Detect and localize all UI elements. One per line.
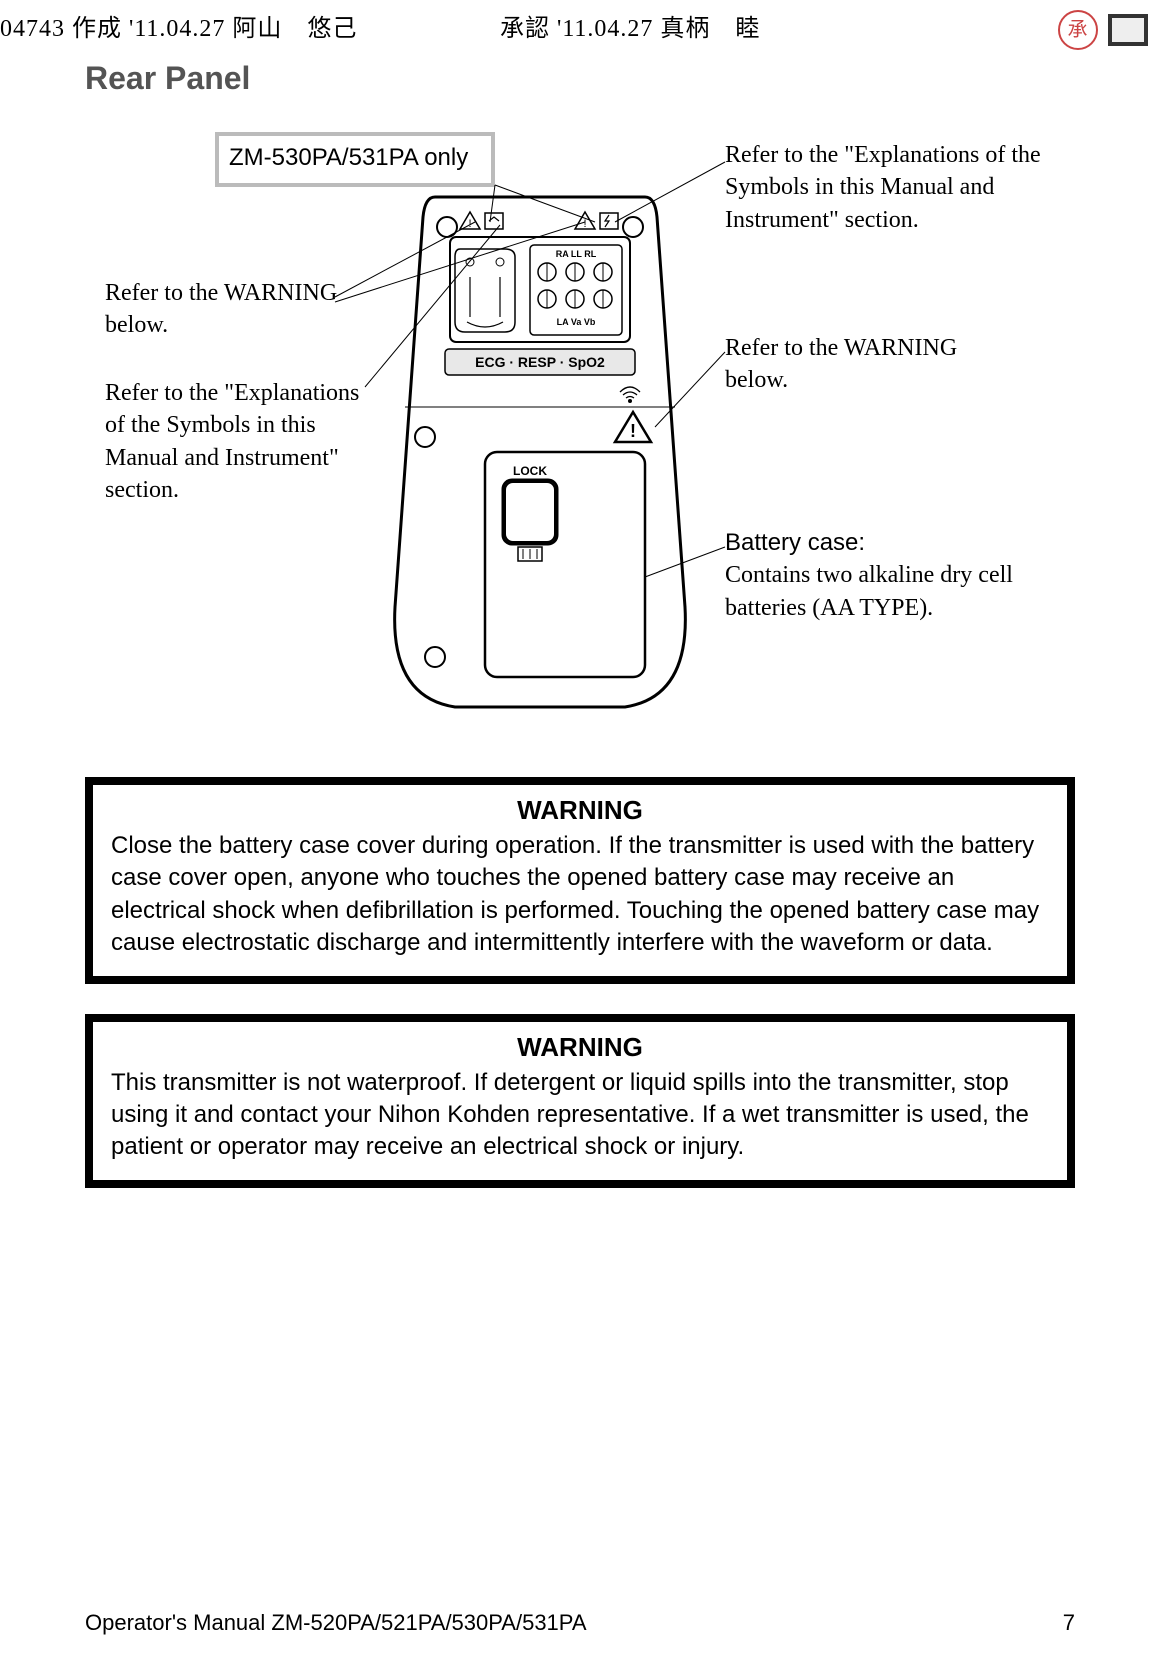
callout-symbols-right: Refer to the "Explanations of the Symbol… — [725, 139, 1045, 236]
callout-battery: Battery case: Contains two alkaline dry … — [725, 527, 1045, 624]
approval-stamp-icon: 承 — [1058, 10, 1098, 50]
page-content: Rear Panel ZM-530PA/531PA only ! ! — [85, 60, 1075, 1188]
warning-title: WARNING — [111, 1032, 1049, 1063]
header-right: 承認 '11.04.27 真柄 睦 — [500, 8, 760, 43]
warning-body: This transmitter is not waterproof. If d… — [111, 1067, 1049, 1164]
warning-box-2: WARNING This transmitter is not waterpro… — [85, 1014, 1075, 1188]
rear-panel-diagram: ZM-530PA/531PA only ! ! — [85, 127, 1075, 747]
warning-body: Close the battery case cover during oper… — [111, 830, 1049, 960]
section-title: Rear Panel — [85, 60, 1075, 97]
mark-icon — [1108, 14, 1148, 46]
footer-text: Operator's Manual ZM-520PA/521PA/530PA/5… — [85, 1610, 587, 1635]
battery-title: Battery case: — [725, 529, 865, 556]
callout-symbols-left: Refer to the "Explanations of the Symbol… — [105, 377, 385, 507]
connector-label-bottom: LA Va Vb — [557, 317, 596, 327]
lock-label: LOCK — [513, 464, 547, 478]
connector-label-top: RA LL RL — [556, 249, 597, 259]
callout-warning-left: Refer to the WARNING below. — [105, 277, 375, 342]
callout-warning-right: Refer to the WARNING below. — [725, 332, 1025, 397]
warning-title: WARNING — [111, 795, 1049, 826]
warning-box-1: WARNING Close the battery case cover dur… — [85, 777, 1075, 984]
header-left: 04743 作成 '11.04.27 阿山 悠己 — [0, 8, 357, 43]
device-illustration: ! ! RA LL RL — [375, 177, 705, 727]
battery-body: Contains two alkaline dry cell batteries… — [725, 562, 1013, 620]
svg-text:!: ! — [468, 218, 471, 230]
svg-text:!: ! — [630, 421, 636, 441]
device-label: ECG · RESP · SpO2 — [475, 354, 605, 370]
page-number: 7 — [1063, 1610, 1075, 1636]
svg-text:!: ! — [583, 218, 586, 230]
page-footer: Operator's Manual ZM-520PA/521PA/530PA/5… — [85, 1610, 1075, 1636]
